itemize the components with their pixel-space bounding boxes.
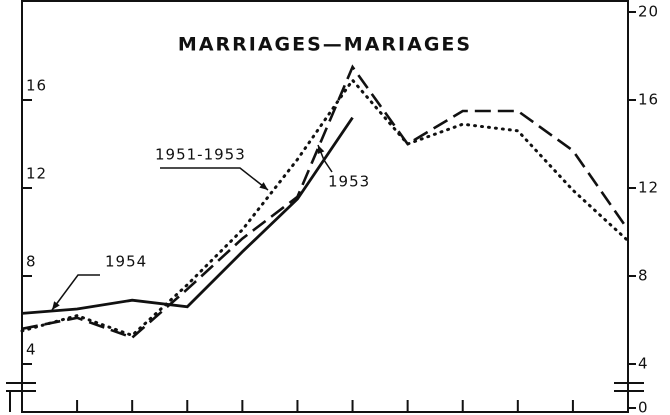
axis-break	[6, 382, 644, 412]
y-tick-label: 4	[26, 341, 37, 359]
y-tick-label: 8	[638, 267, 649, 285]
series-line	[21, 64, 630, 340]
y-tick-label: 4	[638, 355, 649, 373]
y-tick-label: 16	[638, 91, 659, 109]
break-gap	[23, 384, 35, 390]
callout-arrow	[259, 182, 268, 190]
legend-label: 1954	[105, 253, 147, 271]
callout-arrow	[52, 301, 60, 310]
frame	[21, 0, 629, 413]
y-tick-label: 20	[638, 3, 659, 21]
y-tick-label: 16	[26, 77, 47, 95]
series-line	[20, 77, 630, 338]
series-line	[21, 116, 354, 315]
callout-arrow	[317, 145, 325, 154]
chart-title: MARRIAGES—MARIAGES	[178, 34, 472, 56]
y-tick-label: 8	[26, 253, 37, 271]
legend-label: 1951-1953	[155, 146, 246, 164]
y-tick-label: 12	[638, 179, 659, 197]
y-tick-label: 0	[638, 399, 649, 415]
callout-line	[51, 274, 100, 311]
callout-line	[160, 167, 269, 191]
legend-label: 1953	[328, 173, 370, 191]
break-gap	[615, 384, 627, 390]
y-tick-label: 12	[26, 165, 47, 183]
